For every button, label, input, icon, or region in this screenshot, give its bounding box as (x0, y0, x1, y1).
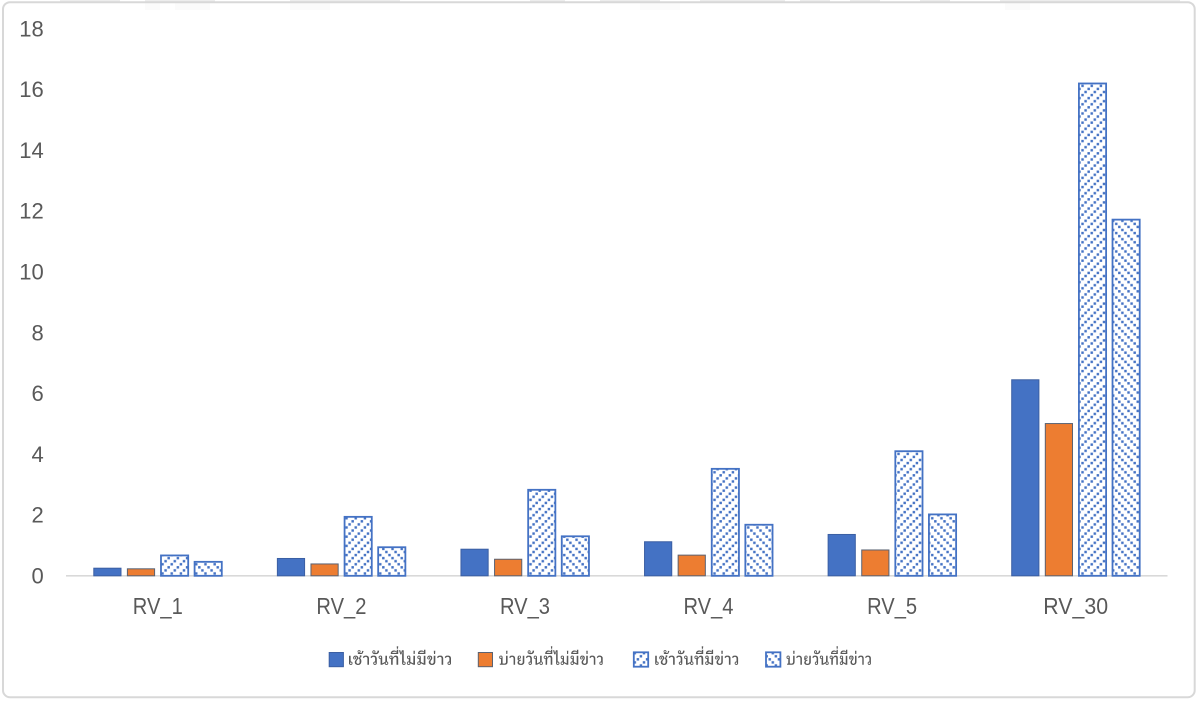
svg-text:RV_2: RV_2 (316, 593, 366, 619)
svg-text:6: 6 (31, 381, 43, 406)
svg-text:4: 4 (31, 442, 43, 467)
svg-text:8: 8 (31, 320, 43, 345)
svg-text:RV_3: RV_3 (500, 593, 550, 619)
svg-text:12: 12 (19, 199, 43, 224)
svg-text:16: 16 (19, 77, 43, 102)
svg-text:RV_4: RV_4 (684, 593, 734, 619)
svg-text:14: 14 (19, 138, 43, 163)
svg-text:RV_30: RV_30 (1043, 593, 1108, 619)
svg-text:2: 2 (31, 503, 43, 528)
svg-text:RV_5: RV_5 (867, 593, 917, 619)
svg-text:0: 0 (31, 563, 43, 588)
svg-text:10: 10 (19, 260, 43, 285)
svg-text:RV_1: RV_1 (133, 593, 183, 619)
svg-text:18: 18 (19, 16, 43, 41)
